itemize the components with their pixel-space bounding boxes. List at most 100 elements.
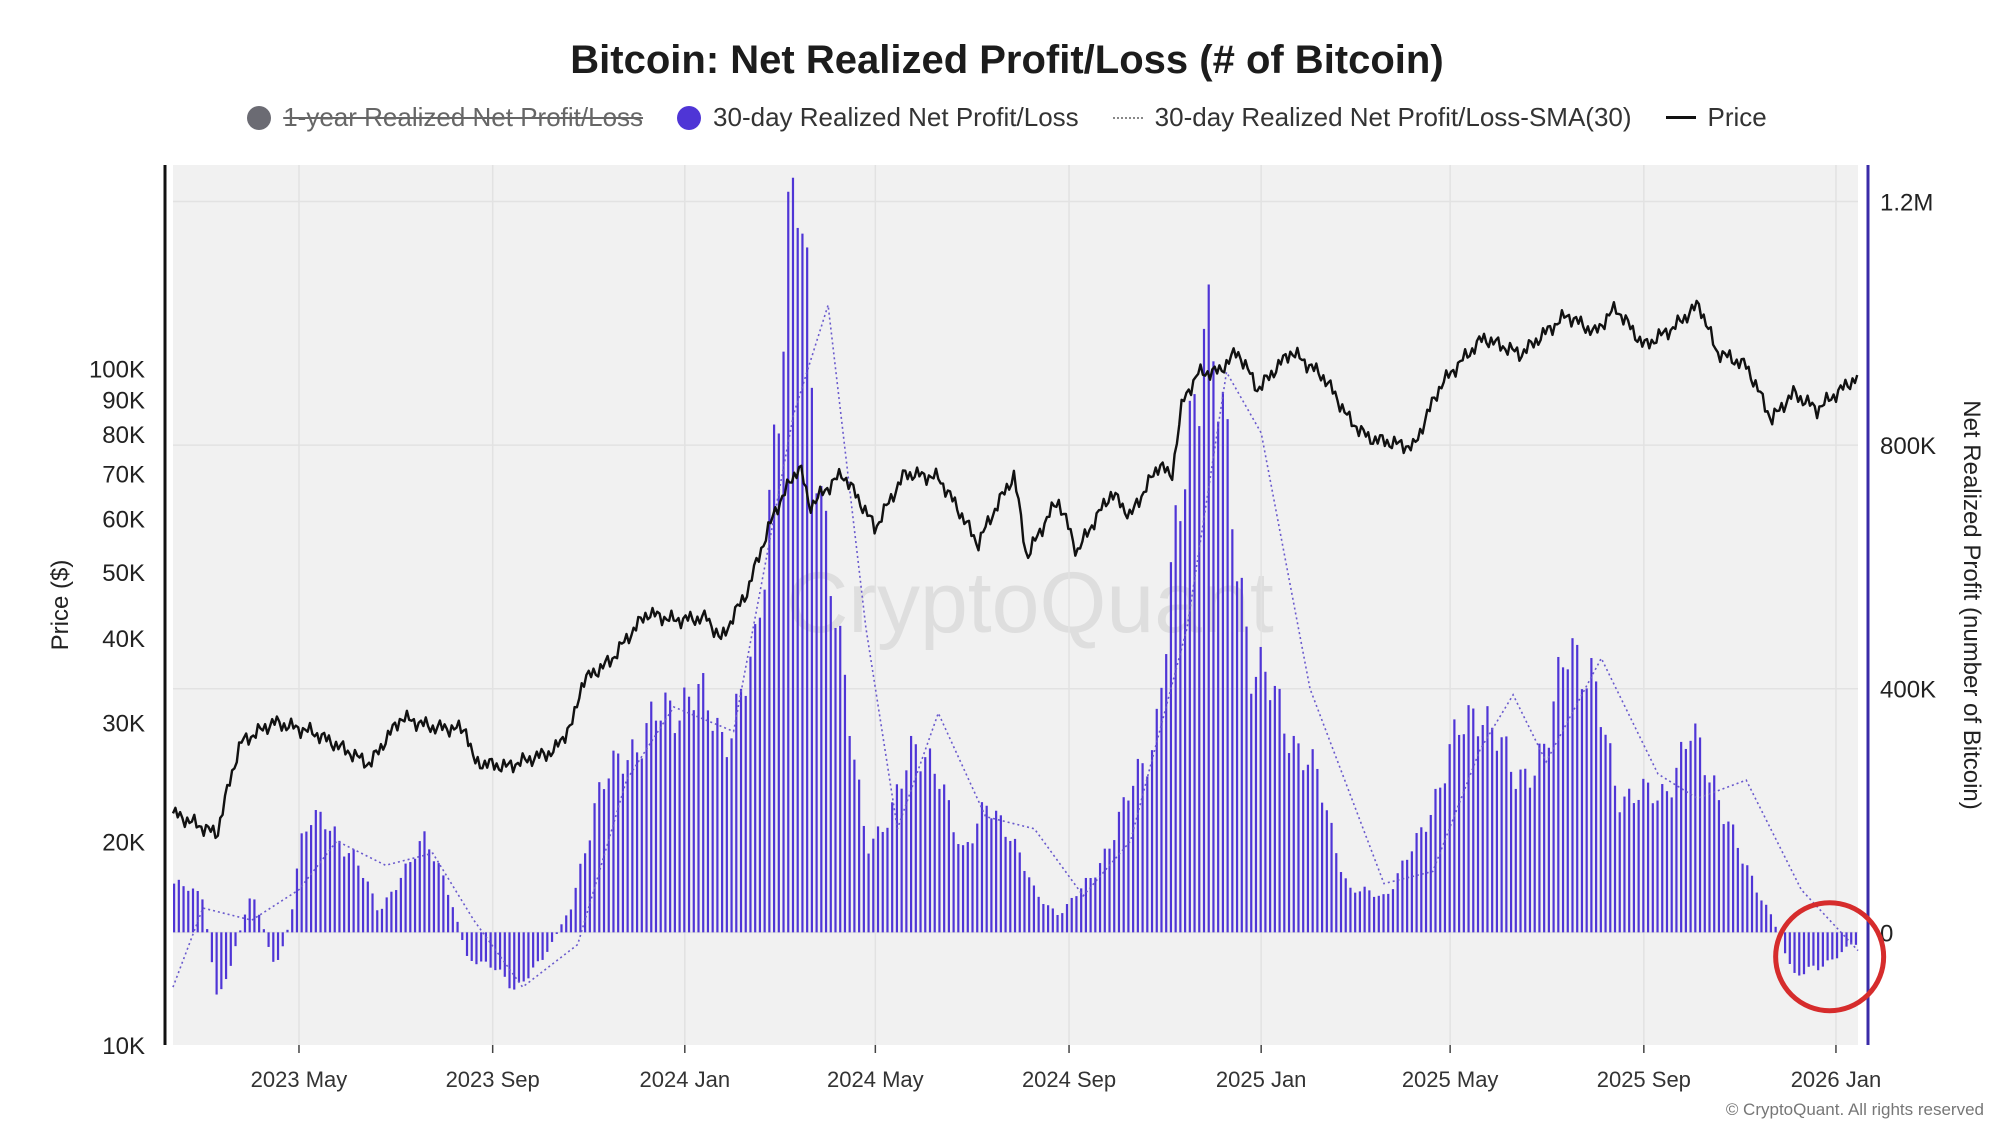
profit-bar xyxy=(314,810,317,933)
profit-bar xyxy=(258,914,261,933)
profit-bar xyxy=(654,720,658,933)
profit-bar xyxy=(1160,687,1163,933)
profit-bar xyxy=(1184,489,1187,933)
profit-bar xyxy=(1103,848,1106,933)
profit-bar xyxy=(664,692,667,933)
profit-bar xyxy=(692,710,695,933)
profit-bar xyxy=(943,784,946,933)
profit-bar xyxy=(584,853,587,933)
profit-bar xyxy=(697,683,700,933)
profit-bar xyxy=(1826,932,1829,961)
profit-bar xyxy=(1576,644,1579,933)
profit-bar xyxy=(1283,733,1286,933)
highlight-circle xyxy=(1773,900,1887,1014)
right-axis-label: Net Realized Profit (number of Bitcoin) xyxy=(1958,400,1985,810)
profit-bar xyxy=(1202,328,1206,933)
profit-bar xyxy=(286,929,289,933)
profit-bar xyxy=(1689,740,1692,933)
profit-bar xyxy=(262,929,265,933)
profit-bar xyxy=(267,932,270,947)
x-tick-label: 2024 Sep xyxy=(1022,1067,1116,1092)
profit-bar xyxy=(565,915,568,933)
profit-bar xyxy=(1368,890,1371,933)
profit-bar xyxy=(1623,796,1626,933)
profit-bar xyxy=(1746,865,1749,933)
profit-bar xyxy=(1632,803,1636,933)
profit-bar xyxy=(404,863,407,933)
profit-bar xyxy=(338,840,341,933)
profit-bar xyxy=(598,782,601,933)
profit-bar xyxy=(985,805,988,933)
profit-bar xyxy=(1297,743,1300,933)
profit-bar xyxy=(1684,748,1687,933)
profit-bar xyxy=(229,932,232,966)
profit-bar xyxy=(820,486,823,933)
left-axis-label: Price ($) xyxy=(47,560,74,651)
profit-bar xyxy=(1831,932,1834,960)
profit-bar xyxy=(343,856,346,933)
profit-bar xyxy=(1429,814,1432,933)
profit-bar xyxy=(1670,797,1673,933)
profit-bar xyxy=(1415,833,1418,933)
profit-bar xyxy=(900,788,903,933)
profit-bar xyxy=(1580,689,1584,933)
profit-bar xyxy=(621,773,625,933)
x-tick-label: 2026 Jan xyxy=(1791,1067,1882,1092)
profit-bar xyxy=(395,890,398,933)
profit-bar xyxy=(1221,391,1224,933)
profit-bar xyxy=(1486,706,1489,933)
profit-bar xyxy=(961,845,965,933)
profit-bar xyxy=(635,752,639,933)
profit-bar xyxy=(494,932,497,971)
profit-bar xyxy=(1032,885,1036,933)
profit-bar xyxy=(1165,654,1168,933)
profit-bar xyxy=(1339,872,1343,933)
profit-bar xyxy=(1774,926,1777,933)
profit-bar xyxy=(569,909,573,933)
profit-bar xyxy=(574,887,577,933)
profit-bar xyxy=(1155,708,1158,933)
left-tick-label: 60K xyxy=(102,507,145,534)
profit-bar xyxy=(891,802,894,933)
profit-bar xyxy=(1269,700,1272,933)
profit-bar xyxy=(380,908,384,933)
profit-bar xyxy=(1349,887,1352,933)
profit-bar xyxy=(1311,749,1314,933)
legend-item-price[interactable]: Price xyxy=(1665,102,1767,133)
profit-bar xyxy=(347,853,350,933)
profit-bar xyxy=(1495,750,1499,933)
profit-bar xyxy=(1448,744,1451,933)
profit-bar xyxy=(418,841,421,933)
profit-bar xyxy=(1321,802,1324,933)
profit-bar xyxy=(957,844,960,933)
profit-bar xyxy=(1042,903,1045,933)
profit-bar xyxy=(357,865,360,933)
profit-bar xyxy=(1821,932,1824,967)
profit-bar xyxy=(295,868,299,933)
left-tick-label: 30K xyxy=(102,710,145,737)
profit-bar xyxy=(1434,788,1437,933)
profit-bar xyxy=(1802,932,1806,975)
profit-bar xyxy=(1094,877,1097,933)
profit-bar xyxy=(617,753,620,933)
profit-bar xyxy=(824,510,828,933)
profit-bar xyxy=(1519,769,1522,933)
profit-bar xyxy=(484,932,488,962)
profit-bar xyxy=(1458,734,1461,933)
profit-bar xyxy=(721,731,724,933)
profit-bar xyxy=(1354,892,1357,933)
chart-title: Bitcoin: Net Realized Profit/Loss (# of … xyxy=(570,38,1444,82)
profit-bar xyxy=(546,932,549,952)
profit-bar xyxy=(560,924,563,933)
profit-bar xyxy=(305,831,308,933)
profit-bar xyxy=(555,932,558,934)
profit-bar xyxy=(905,770,908,933)
profit-bar xyxy=(1713,775,1716,933)
left-tick-label: 40K xyxy=(102,626,145,653)
legend-item-sma[interactable]: 30-day Realized Net Profit/Loss-SMA(30) xyxy=(1112,102,1632,133)
legend-item-30d[interactable]: 30-day Realized Net Profit/Loss xyxy=(677,102,1079,133)
legend-item-1y[interactable]: 1-year Realized Net Profit/Loss xyxy=(247,102,643,133)
profit-bar xyxy=(1750,875,1754,933)
profit-bar xyxy=(503,932,506,977)
profit-bar xyxy=(210,932,213,963)
